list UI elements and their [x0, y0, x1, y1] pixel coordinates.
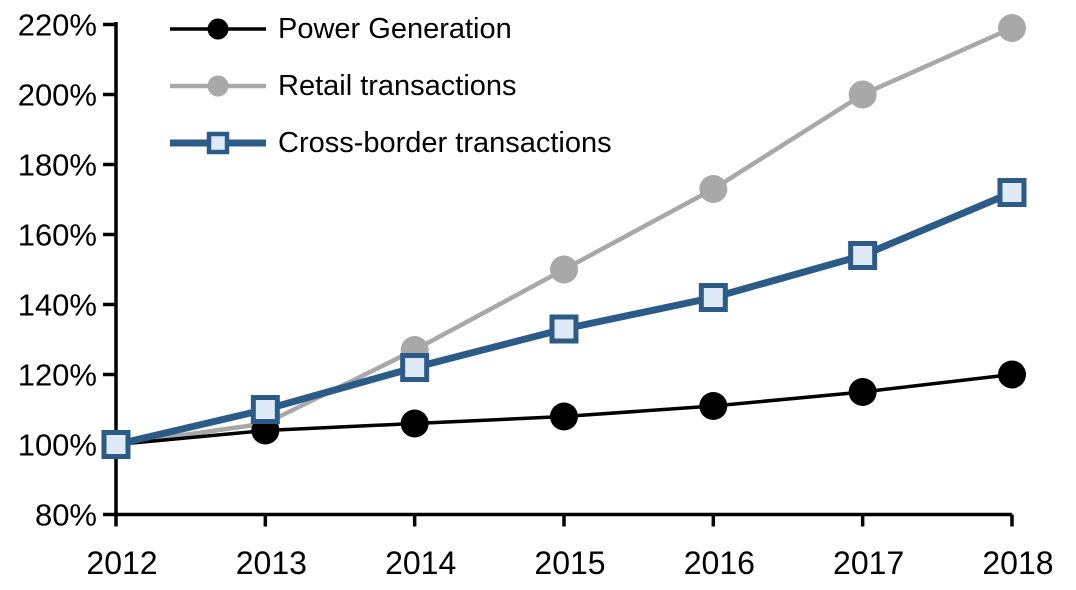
y-axis-tick-label: 180%: [18, 148, 97, 183]
data-point-power-generation: [699, 392, 728, 420]
legend-item-power-generation: Power Generation: [168, 12, 612, 46]
legend-label-cross-border-transactions: Cross-border transactions: [278, 127, 612, 159]
data-point-cross-border-transactions: [400, 353, 430, 382]
data-point-power-generation: [549, 402, 578, 431]
y-axis-tick-label: 200%: [18, 78, 97, 113]
legend-sample-marker: [207, 75, 229, 97]
legend-marker-power-generation: [170, 18, 266, 40]
y-axis-tick-label: 140%: [18, 288, 97, 323]
x-axis-tick-label: 2013: [236, 545, 307, 581]
data-point-power-generation: [400, 409, 429, 438]
legend-marker-retail-transactions: [170, 75, 266, 97]
legend-marker-cross-border-transactions: [170, 131, 266, 155]
x-axis-tick-label: 2012: [86, 545, 157, 581]
legend-item-retail-transactions: Retail transactions: [168, 69, 612, 103]
data-point-cross-border-transactions: [101, 430, 131, 459]
data-point-retail-transactions: [997, 14, 1026, 42]
y-axis-tick-label: 220%: [18, 8, 97, 43]
legend-sample-marker: [207, 18, 229, 40]
x-axis-tick-label: 2014: [385, 545, 456, 581]
data-point-cross-border-transactions: [997, 178, 1027, 207]
data-point-power-generation: [997, 360, 1026, 389]
data-point-cross-border-transactions: [698, 283, 728, 312]
chart-legend: Power Generation Retail transactions Cro…: [168, 12, 612, 160]
legend-label-retail-transactions: Retail transactions: [278, 70, 517, 102]
data-point-cross-border-transactions: [549, 314, 579, 344]
legend-label-power-generation: Power Generation: [278, 13, 512, 45]
x-axis-tick-label: 2016: [684, 545, 755, 581]
x-axis-tick-label: 2015: [534, 545, 605, 581]
data-point-cross-border-transactions: [250, 395, 280, 424]
y-axis-tick-label: 160%: [18, 218, 97, 253]
y-axis-tick-label: 120%: [18, 358, 97, 393]
data-point-retail-transactions: [848, 80, 877, 109]
x-axis-tick-label: 2017: [833, 545, 904, 581]
legend-sample-marker: [206, 131, 230, 155]
legend-item-cross-border-transactions: Cross-border transactions: [168, 126, 612, 160]
data-point-retail-transactions: [699, 175, 728, 203]
y-axis-tick-label: 100%: [18, 428, 97, 463]
y-axis-tick-label: 80%: [35, 498, 97, 533]
data-point-retail-transactions: [549, 255, 578, 284]
data-point-power-generation: [848, 378, 877, 406]
x-axis-tick-label: 2018: [982, 545, 1053, 581]
data-point-cross-border-transactions: [848, 241, 878, 270]
